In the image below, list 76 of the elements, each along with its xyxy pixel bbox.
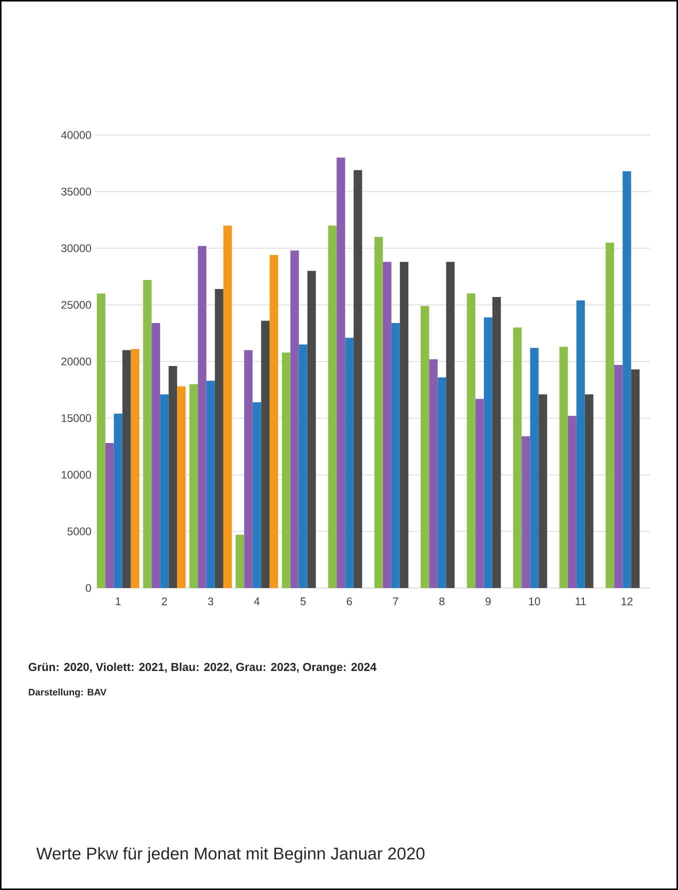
bar [622,171,632,588]
x-tick-label: 4 [254,598,260,606]
x-tick-label: 9 [486,598,491,606]
y-tick-label: 25000 [61,300,92,309]
x-tick-label: 3 [208,598,214,606]
bar [244,350,253,588]
bar [168,366,178,588]
bar [307,270,316,588]
bar [466,294,476,588]
bar [282,352,290,588]
x-tick-label: 8 [439,598,444,606]
x-tick-label: 5 [300,598,306,606]
bar [446,262,455,588]
bar [206,380,215,588]
bar [559,346,568,588]
y-tick-label: 10000 [62,470,92,479]
bar [177,386,186,588]
x-tick-label: 10 [529,598,540,606]
bar [214,289,224,588]
y-tick-label: 5000 [67,527,92,536]
y-tick-label: 35000 [61,188,92,196]
bar [261,320,270,588]
bar [298,344,308,588]
bar [270,255,278,588]
bar [198,246,206,588]
bar [152,322,160,588]
bar [438,377,446,588]
bar [382,262,392,588]
x-tick-label: 6 [346,598,352,606]
bar [584,394,594,588]
bar [513,328,522,588]
y-tick-label: 0 [86,584,92,592]
text: Darstellung: BAV [28,688,106,698]
bar [160,394,169,588]
text: Grün: 2020, Violett: 2021, Blau: 2022, Grau: 2023, Orange: 2024 [28,662,376,674]
bar [568,416,576,588]
bar [400,262,408,588]
y-tick-label: 20000 [61,358,92,366]
bar [429,359,438,588]
bar [522,436,530,588]
bar [420,306,430,588]
bar [96,294,106,588]
x-tick-label: 12 [622,598,632,606]
bar [576,300,585,588]
bar [328,226,337,588]
bar [345,338,354,588]
bar [484,317,492,588]
bar [105,443,114,588]
bar [236,534,244,588]
bar [391,322,400,588]
bar [614,364,623,588]
bar [336,158,346,588]
bar [530,348,539,588]
bar [492,296,501,588]
bar [631,369,640,588]
bar [475,398,484,588]
x-tick-label: 2 [162,598,167,606]
bar [189,384,198,588]
y-tick-label: 15000 [62,414,92,422]
y-tick-label: 40000 [61,131,92,139]
x-tick-label: 1 [116,598,121,606]
bar [290,250,299,588]
bar [122,350,131,588]
text: Werte Pkw für jeden Monat mit Beginn Januar 2020 [36,847,424,863]
x-tick-label: 11 [576,598,586,606]
bar [252,402,262,588]
bar [538,394,548,588]
x-tick-label: 7 [393,598,398,606]
bar [606,242,614,588]
bar [114,414,122,588]
bar [354,170,362,588]
bar [223,226,232,588]
bar [130,349,140,588]
bar [374,236,383,588]
bar [143,280,152,588]
y-tick-label: 30000 [61,244,92,252]
